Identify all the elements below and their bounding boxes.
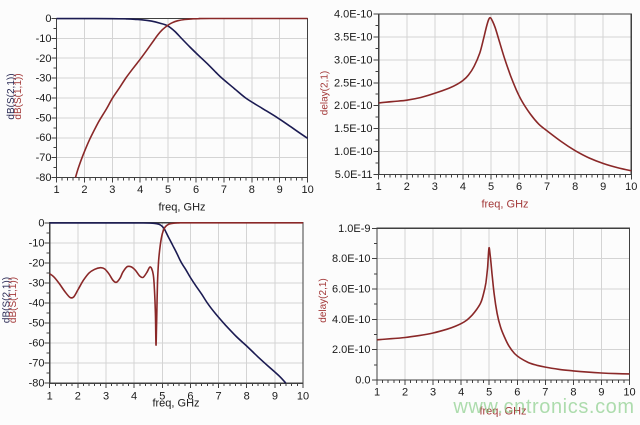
svg-text:3: 3	[103, 391, 109, 403]
svg-text:www.cntronics.com: www.cntronics.com	[452, 396, 634, 418]
svg-text:5: 5	[488, 181, 494, 193]
svg-text:8: 8	[572, 181, 578, 193]
svg-text:-60: -60	[36, 132, 52, 144]
svg-text:2.0E-10: 2.0E-10	[332, 344, 371, 356]
svg-text:4: 4	[131, 391, 137, 403]
svg-text:9: 9	[598, 387, 604, 399]
svg-text:3.0E-10: 3.0E-10	[334, 54, 373, 66]
svg-text:3: 3	[430, 387, 436, 399]
svg-text:-20: -20	[29, 257, 45, 269]
svg-text:4.0E-10: 4.0E-10	[332, 314, 371, 326]
svg-text:4: 4	[460, 181, 466, 193]
svg-text:6: 6	[516, 181, 522, 193]
svg-text:-20: -20	[36, 53, 52, 65]
svg-text:-70: -70	[36, 152, 52, 164]
svg-text:-30: -30	[29, 277, 45, 289]
svg-text:6: 6	[514, 387, 520, 399]
svg-text:6: 6	[193, 184, 199, 196]
svg-text:8: 8	[249, 184, 255, 196]
svg-text:-30: -30	[36, 73, 52, 85]
svg-text:2.5E-10: 2.5E-10	[334, 77, 373, 89]
svg-text:2: 2	[75, 391, 81, 403]
svg-text:dB(S(1,1)): dB(S(1,1))	[13, 73, 24, 119]
svg-text:5.0E-11: 5.0E-11	[335, 169, 373, 181]
svg-text:-80: -80	[36, 172, 52, 184]
svg-text:-50: -50	[29, 318, 45, 330]
svg-text:0: 0	[38, 217, 44, 229]
svg-text:1.0E-9: 1.0E-9	[338, 223, 370, 235]
svg-text:1: 1	[53, 184, 59, 196]
svg-text:0.0: 0.0	[355, 375, 370, 387]
svg-text:delay(2,1): delay(2,1)	[318, 278, 329, 322]
svg-text:freq, GHz: freq, GHz	[158, 202, 205, 214]
svg-text:freq, GHz: freq, GHz	[479, 406, 526, 418]
svg-text:9: 9	[277, 184, 283, 196]
svg-text:freq, GHz: freq, GHz	[481, 199, 528, 211]
svg-text:8.0E-10: 8.0E-10	[332, 253, 371, 265]
svg-text:10: 10	[625, 181, 637, 193]
svg-text:7: 7	[221, 184, 227, 196]
svg-text:1.5E-10: 1.5E-10	[334, 123, 373, 135]
svg-text:1: 1	[47, 391, 53, 403]
svg-text:4: 4	[458, 387, 464, 399]
svg-text:-60: -60	[29, 338, 45, 350]
svg-text:2: 2	[404, 181, 410, 193]
svg-text:freq, GHz: freq, GHz	[152, 398, 199, 410]
svg-text:1: 1	[374, 387, 380, 399]
svg-text:1: 1	[376, 181, 382, 193]
svg-text:3.5E-10: 3.5E-10	[334, 31, 373, 43]
svg-text:2: 2	[402, 387, 408, 399]
svg-text:6.0E-10: 6.0E-10	[332, 284, 371, 296]
svg-text:1.0E-10: 1.0E-10	[334, 146, 373, 158]
svg-text:dB(S(2,1)): dB(S(2,1))	[6, 73, 17, 119]
svg-text:10: 10	[623, 387, 635, 399]
svg-text:8: 8	[244, 391, 250, 403]
svg-text:9: 9	[600, 181, 606, 193]
svg-text:2: 2	[81, 184, 87, 196]
svg-text:8: 8	[570, 387, 576, 399]
svg-text:5: 5	[165, 184, 171, 196]
svg-text:7: 7	[216, 391, 222, 403]
svg-text:-10: -10	[29, 237, 45, 249]
svg-text:delay(2,1): delay(2,1)	[320, 71, 331, 115]
svg-text:4: 4	[137, 184, 143, 196]
svg-text:0: 0	[45, 13, 51, 25]
svg-text:2.0E-10: 2.0E-10	[334, 100, 373, 112]
svg-text:-40: -40	[36, 93, 52, 105]
svg-text:4.0E-10: 4.0E-10	[334, 9, 373, 21]
svg-text:dB(S(2,1)): dB(S(2,1))	[2, 277, 13, 323]
svg-text:10: 10	[301, 184, 313, 196]
svg-text:-50: -50	[36, 112, 52, 124]
svg-text:3: 3	[109, 184, 115, 196]
svg-text:9: 9	[272, 391, 278, 403]
svg-text:5: 5	[486, 387, 492, 399]
svg-text:-40: -40	[29, 298, 45, 310]
svg-text:-10: -10	[36, 33, 52, 45]
svg-text:7: 7	[544, 181, 550, 193]
svg-text:-80: -80	[29, 378, 45, 390]
svg-text:-70: -70	[29, 358, 45, 370]
svg-text:7: 7	[542, 387, 548, 399]
svg-text:3: 3	[432, 181, 438, 193]
svg-text:5: 5	[159, 391, 165, 403]
svg-text:10: 10	[297, 391, 309, 403]
svg-text:6: 6	[187, 391, 193, 403]
svg-text:dB(S(1,1)): dB(S(1,1))	[8, 277, 19, 323]
